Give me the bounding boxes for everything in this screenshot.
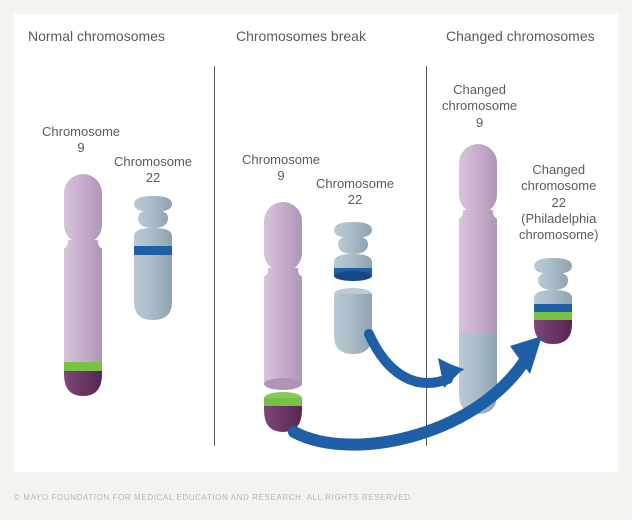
chr9-normal	[56, 174, 110, 396]
chr22-changed-philadelphia	[534, 258, 572, 344]
chr9-tip-fragment	[264, 392, 302, 432]
diagram-stage: Normal chromosomes Chromosomes break Cha…	[14, 14, 618, 472]
copyright-text: © Mayo Foundation for Medical Education …	[14, 493, 413, 502]
arrow-chr22-to-chr9	[369, 334, 465, 388]
chromosome-svg	[14, 14, 618, 472]
chr9-changed	[451, 144, 505, 414]
diagram-canvas: Normal chromosomes Chromosomes break Cha…	[0, 0, 632, 520]
chr9-break	[256, 202, 310, 432]
arrow-chr9tip-to-chr22	[294, 336, 542, 445]
chr22-normal	[134, 196, 172, 320]
chr22-lower-fragment	[334, 288, 372, 354]
